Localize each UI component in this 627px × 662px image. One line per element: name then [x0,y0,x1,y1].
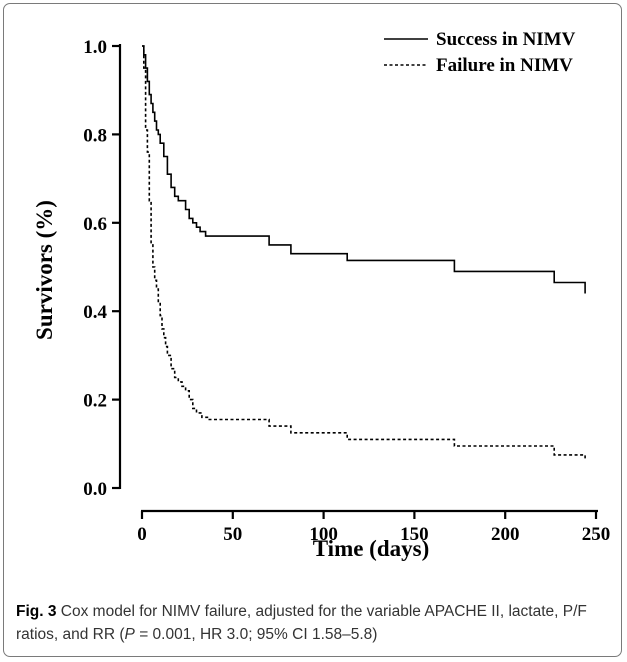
series-layer [142,45,586,460]
y-tick-label: 0.2 [83,391,107,412]
figure-frame [3,3,622,657]
legend-label-success: Success in NIMV [436,29,576,50]
caption-text: Cox model for NIMV failure, adjusted for… [16,603,587,643]
x-tick-label: 250 [582,524,611,545]
caption-label: Fig. 3 [16,603,57,620]
x-tick-label: 50 [223,524,242,545]
x-axis-label: Time (days) [313,536,430,561]
caption-text-tail: = 0.001, HR 3.0; 95% CI 1.58–5.8) [134,626,378,643]
series-failure-line [142,45,586,460]
x-tick-label: 150 [400,524,429,545]
axes: 0.0 0.2 0.4 0.6 0.8 1.0 0 50 100 150 200 250 [83,37,610,545]
y-tick-label: 1.0 [83,37,107,58]
survival-chart: 0.0 0.2 0.4 0.6 0.8 1.0 0 50 100 150 200 250 Succes… [32,29,610,561]
y-axis-label: Survivors (%) [32,200,57,340]
y-tick-label: 0.0 [83,479,107,500]
y-tick-label: 0.4 [83,302,107,323]
y-tick-label: 0.8 [83,125,107,146]
legend-label-failure: Failure in NIMV [436,55,573,76]
figure-caption: Fig. 3 Cox model for NIMV failure, adjus… [16,600,616,646]
x-tick-label: 100 [309,524,338,545]
y-tick-label: 0.6 [83,214,107,235]
caption-p-symbol: P [124,626,135,643]
series-success-line [142,45,586,294]
x-tick-label: 200 [491,524,520,545]
legend: Success in NIMV Failure in NIMV [384,29,576,76]
x-tick-label: 0 [137,524,147,545]
